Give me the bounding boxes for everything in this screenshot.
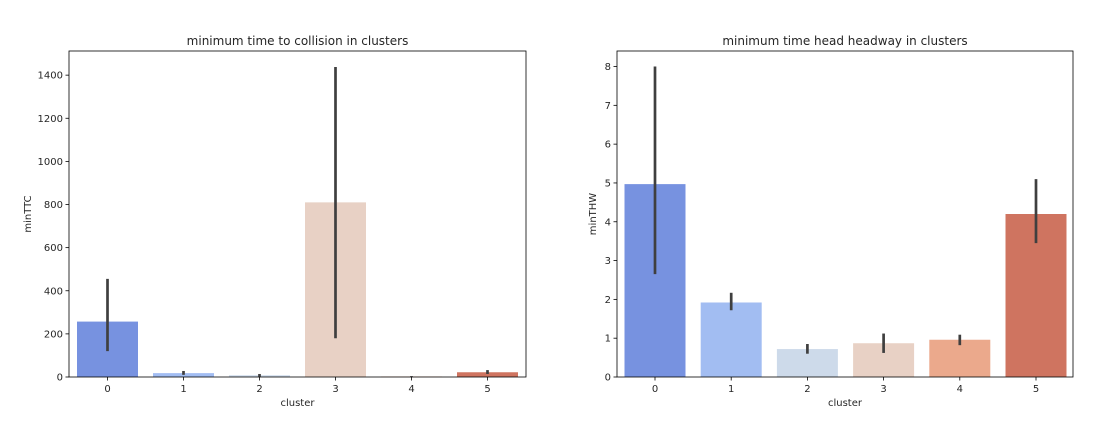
y-tick-label: 6 [605, 140, 611, 151]
x-tick-label: 3 [880, 384, 886, 395]
bar-cluster-5 [457, 372, 518, 377]
y-tick-label: 400 [44, 286, 63, 297]
x-axis-label: cluster [280, 398, 315, 409]
chart-title: minimum time to collision in clusters [187, 34, 409, 48]
x-tick-label: 1 [180, 384, 186, 395]
x-tick-label: 2 [256, 384, 262, 395]
y-axis-label: minTTC [23, 195, 34, 232]
bar-cluster-4 [929, 339, 991, 377]
chart-panel-minttc: 0 200 400 600 800 1000 1200 1400 0 1 2 3 4 5 minimum t… [23, 34, 527, 409]
y-tick-label: 600 [44, 243, 63, 254]
y-tick-label: 2 [605, 295, 611, 306]
y-tick-label: 5 [605, 178, 611, 189]
x-tick-label: 0 [652, 384, 658, 395]
y-tick-label: 8 [605, 62, 611, 73]
y-axis-label: minTHW [588, 193, 599, 235]
y-tick-label: 800 [44, 200, 63, 211]
x-tick-label: 2 [804, 384, 810, 395]
axes-frame [616, 50, 1074, 378]
x-tick-label: 4 [957, 384, 963, 395]
x-tick-label: 3 [332, 384, 338, 395]
y-tick-label: 1400 [38, 71, 63, 82]
bar-cluster-1 [153, 373, 214, 377]
y-tick-label: 0 [57, 373, 63, 384]
x-tick-label: 0 [104, 384, 110, 395]
axes-frame [68, 50, 527, 378]
y-tick-label: 200 [44, 329, 63, 340]
y-tick-label: 0 [605, 373, 611, 384]
y-tick-label: 1200 [38, 114, 63, 125]
y-tick-label: 3 [605, 256, 611, 267]
x-tick-label: 1 [728, 384, 734, 395]
x-axis-label: cluster [828, 398, 863, 409]
x-tick-label: 5 [1033, 384, 1039, 395]
x-tick-label: 5 [484, 384, 490, 395]
chart-panel-minthw: 0 1 2 3 4 5 6 7 8 0 1 2 3 4 5 minimum time head headway… [588, 34, 1074, 409]
x-tick-label: 4 [408, 384, 414, 395]
y-tick-label: 7 [605, 101, 611, 112]
y-tick-label: 1000 [38, 157, 63, 168]
bar-cluster-1 [700, 302, 762, 377]
y-tick-label: 4 [605, 217, 611, 228]
chart-title: minimum time head headway in clusters [722, 34, 967, 48]
y-tick-label: 1 [605, 334, 611, 345]
